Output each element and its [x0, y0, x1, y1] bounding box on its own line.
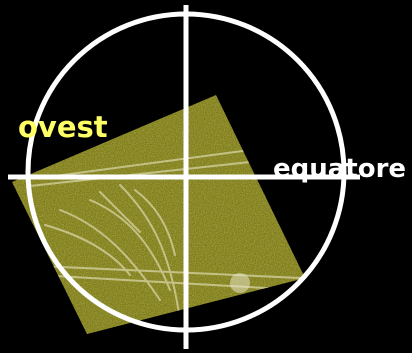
track-line [29, 161, 251, 187]
crosshair [8, 5, 360, 349]
field-tracks [29, 149, 301, 321]
tree-branch [89, 199, 171, 291]
tree-branch [59, 209, 161, 301]
track-line [39, 149, 251, 179]
west-label: ovest [18, 110, 108, 144]
equator-label: equatore [273, 154, 407, 184]
track-line [54, 275, 301, 291]
crop-field-photo [12, 95, 305, 334]
tree-branch [119, 184, 181, 321]
field-spot [230, 273, 250, 293]
tree-branch [44, 224, 131, 276]
tree-branch [99, 191, 141, 233]
tree-branch [134, 189, 176, 256]
